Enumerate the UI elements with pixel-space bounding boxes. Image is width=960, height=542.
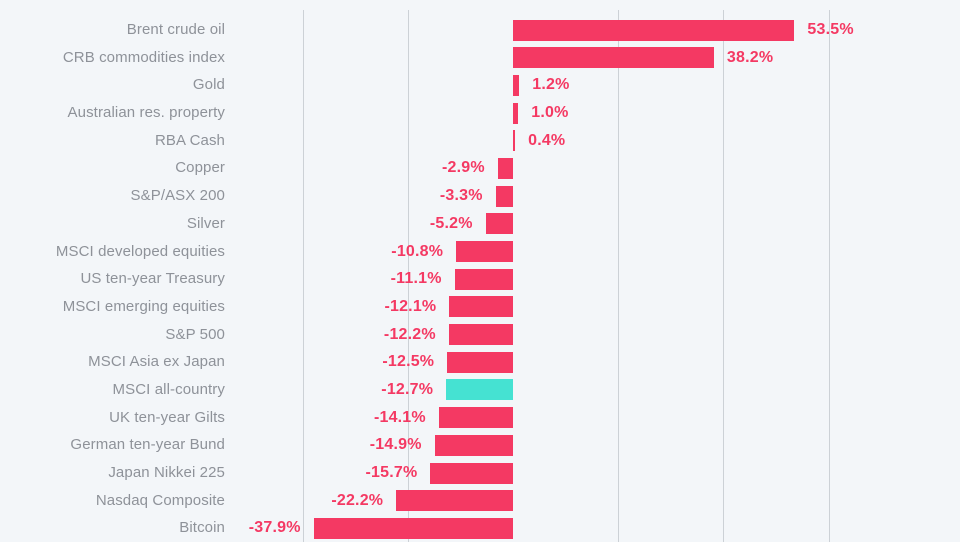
bar — [513, 130, 516, 152]
value-label: 53.5% — [807, 21, 854, 38]
value-label: 1.0% — [531, 104, 569, 122]
value-label: -10.8% — [391, 242, 444, 260]
bar — [513, 102, 519, 124]
bar — [513, 19, 795, 41]
value-label: -2.9% — [441, 159, 485, 177]
value-label: -12.2% — [383, 325, 436, 343]
category-label: S&P/ASX 200 — [130, 187, 225, 205]
category-label: Bitcoin — [179, 519, 225, 537]
bar — [447, 351, 513, 373]
gridline — [723, 10, 725, 542]
category-label: MSCI developed equities — [55, 242, 225, 260]
category-label: S&P 500 — [165, 325, 225, 343]
category-label: UK ten-year Gilts — [109, 408, 225, 426]
gridline — [407, 10, 409, 542]
bar — [434, 434, 513, 456]
category-label: MSCI all-country — [112, 380, 225, 398]
category-label: Brent crude oil — [126, 21, 225, 38]
category-label: MSCI Asia ex Japan — [88, 353, 225, 371]
value-label: -5.2% — [429, 214, 473, 232]
gridline — [618, 10, 620, 542]
gridline — [828, 10, 830, 542]
bar — [438, 407, 513, 429]
category-label: MSCI emerging equities — [62, 297, 225, 315]
value-label: -3.3% — [439, 187, 483, 205]
category-label: Nasdaq Composite — [95, 491, 225, 509]
value-label: 1.2% — [532, 76, 570, 94]
gridline — [302, 10, 304, 542]
value-label: -12.1% — [384, 297, 437, 315]
value-label: -22.2% — [331, 491, 384, 509]
value-label: -14.1% — [373, 408, 426, 426]
category-label: German ten-year Bund — [70, 436, 225, 454]
bar — [485, 213, 513, 235]
value-label: -14.9% — [369, 436, 422, 454]
bar — [454, 268, 513, 290]
bar — [513, 74, 520, 96]
category-label: Gold — [192, 76, 225, 94]
bar — [430, 462, 513, 484]
bar — [449, 296, 513, 318]
value-label: -15.7% — [365, 464, 418, 482]
category-label: Australian res. property — [67, 104, 225, 122]
bar — [313, 517, 513, 539]
bar — [456, 241, 513, 263]
bar — [448, 324, 513, 346]
category-label: CRB commodities index — [62, 48, 225, 66]
bar-highlight — [446, 379, 513, 401]
value-label: -12.7% — [381, 380, 434, 398]
bar — [495, 185, 513, 207]
value-label: 38.2% — [726, 48, 774, 66]
value-label: -12.5% — [382, 353, 435, 371]
category-label: US ten-year Treasury — [80, 270, 225, 288]
category-label: Silver — [186, 214, 225, 232]
bar — [497, 157, 513, 179]
category-label: Japan Nikkei 225 — [108, 464, 225, 482]
bar — [396, 490, 513, 512]
value-label: 0.4% — [528, 131, 566, 149]
category-label: RBA Cash — [155, 131, 225, 149]
value-label: -37.9% — [248, 519, 301, 537]
category-label: Copper — [175, 159, 225, 177]
bar — [513, 47, 714, 69]
value-label: -11.1% — [390, 270, 442, 288]
